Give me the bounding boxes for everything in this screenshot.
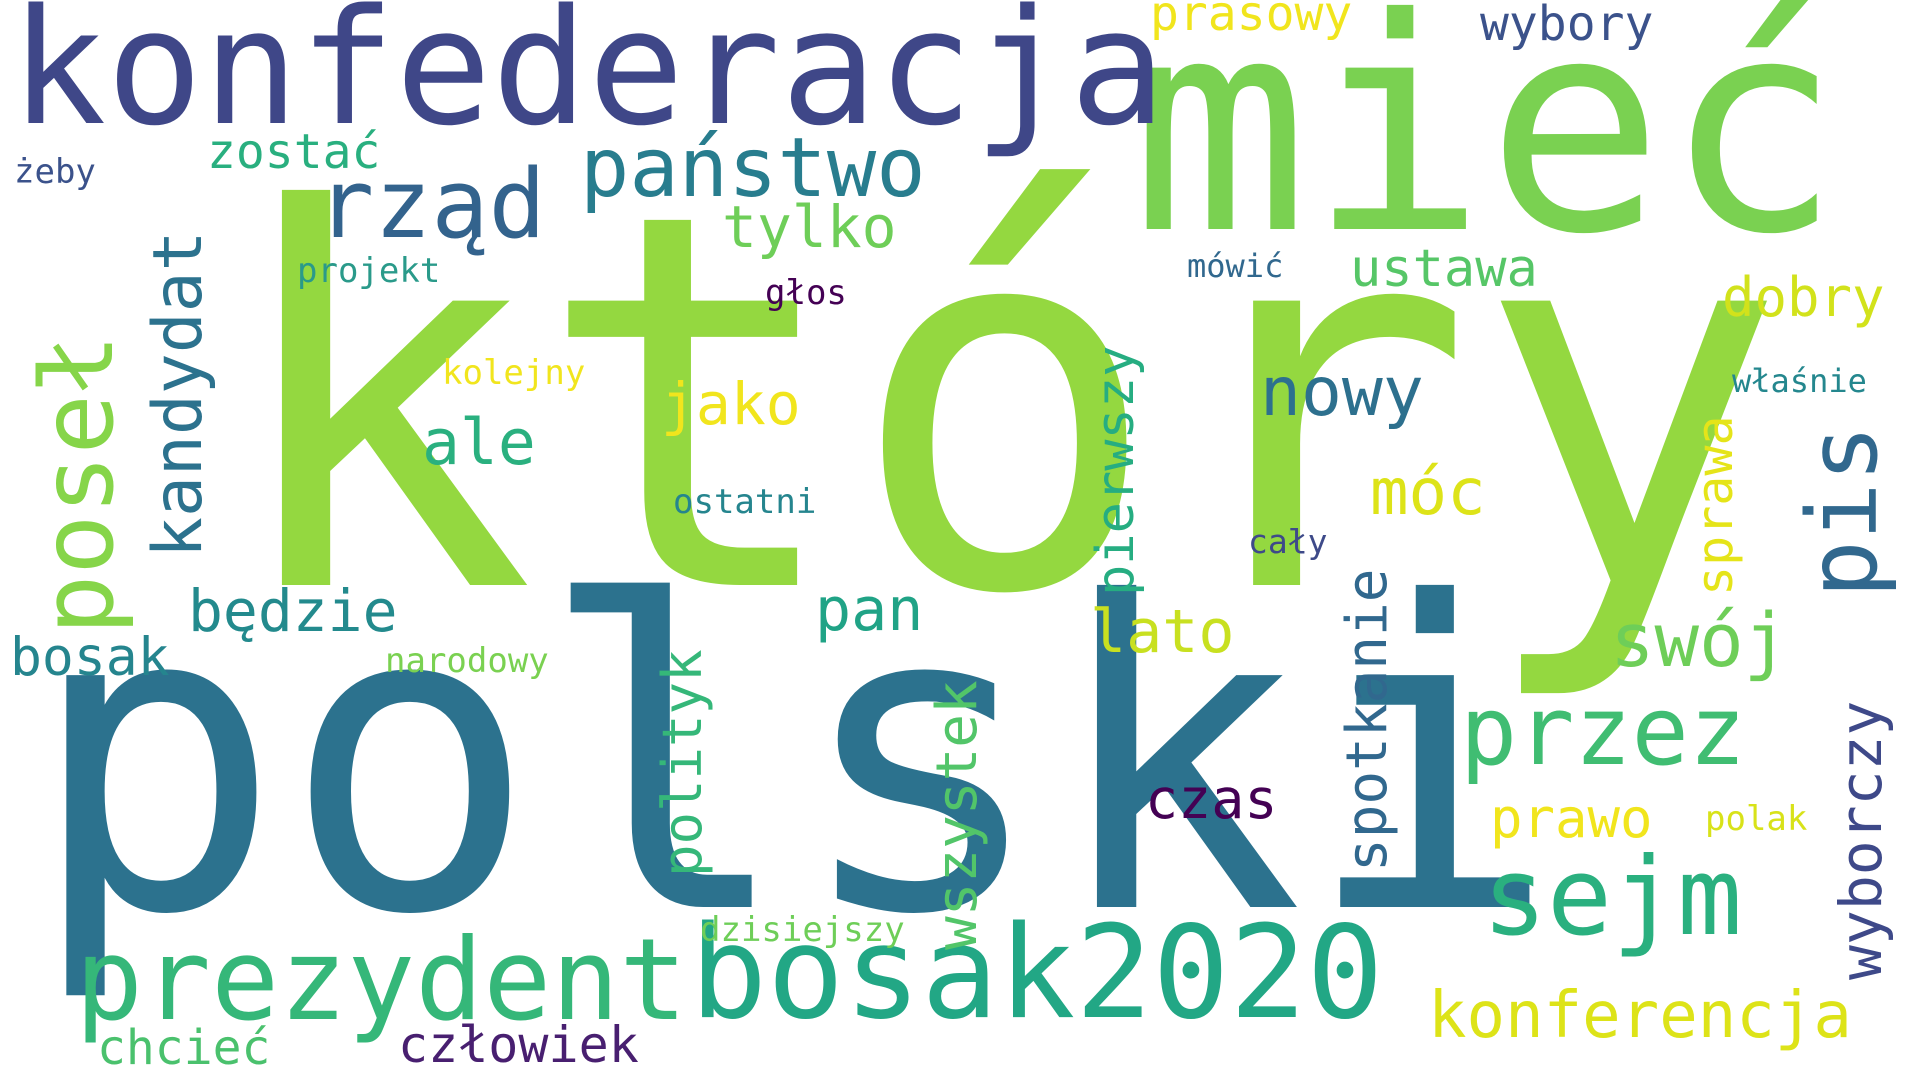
word-chciec: chcieć xyxy=(97,1020,271,1076)
word-wybory: wybory xyxy=(1480,0,1654,52)
word-bosak2020: bosak2020 xyxy=(690,899,1384,1048)
word-prawo: prawo xyxy=(1490,787,1653,850)
word-jako: jako xyxy=(661,370,801,438)
word-kolejny: kolejny xyxy=(442,353,586,393)
word-polski: polski xyxy=(27,513,1559,1007)
word-prasowy: prasowy xyxy=(1150,0,1353,42)
word-posel: poseł xyxy=(19,333,136,635)
word-wlasnie: właśnie xyxy=(1732,362,1867,400)
word-projekt: projekt xyxy=(297,251,441,291)
word-caly: cały xyxy=(1248,522,1328,561)
word-moc: móc xyxy=(1370,456,1486,530)
word-konferencja: konferencja xyxy=(1428,979,1852,1053)
word-polak: polak xyxy=(1705,799,1808,839)
word-pan: pan xyxy=(815,575,924,645)
word-narodowy: narodowy xyxy=(385,641,549,681)
word-bosak: bosak xyxy=(10,627,170,688)
word-czas: czas xyxy=(1145,767,1278,831)
word-prezydent: prezydent xyxy=(75,914,688,1046)
word-pierwszy: pierwszy xyxy=(1086,345,1146,596)
word-spotkanie: spotkanie xyxy=(1335,568,1400,872)
word-zeby: żeby xyxy=(14,152,96,192)
word-sejm: sejm xyxy=(1482,835,1743,960)
word-ostatni: ostatni xyxy=(673,482,817,522)
word-kandydat: kandydat xyxy=(139,230,218,558)
word-dzisiejszy: dzisiejszy xyxy=(700,910,905,950)
word-glos: głos xyxy=(765,273,847,313)
word-rzad: rząd xyxy=(317,150,546,260)
word-swoj: swój xyxy=(1610,598,1789,684)
word-ktory: który xyxy=(222,102,1788,708)
word-konfederacja: konfederacja xyxy=(10,0,1166,161)
word-bedzie: będzie xyxy=(188,577,398,645)
word-pis: pis xyxy=(1787,424,1899,598)
word-tylko: tylko xyxy=(722,193,897,261)
word-ale: ale xyxy=(422,406,536,479)
word-panstwo: państwo xyxy=(580,121,926,216)
word-mowic: mówić xyxy=(1187,247,1284,285)
word-miec: mieć xyxy=(1131,0,1842,299)
word-przez: przez xyxy=(1460,677,1746,787)
word-wyborczy: wyborczy xyxy=(1827,700,1895,980)
word-czlowiek: człowiek xyxy=(398,1016,639,1074)
word-lato: lato xyxy=(1090,597,1235,667)
word-dobry: dobry xyxy=(1722,266,1885,329)
word-polityk: polityk xyxy=(651,649,714,877)
word-sprawa: sprawa xyxy=(1686,415,1744,596)
word-zostac: zostać xyxy=(207,124,381,180)
word-ustawa: ustawa xyxy=(1350,239,1538,299)
word-nowy: nowy xyxy=(1260,353,1424,432)
word-wszystek: wszystek xyxy=(925,680,990,950)
